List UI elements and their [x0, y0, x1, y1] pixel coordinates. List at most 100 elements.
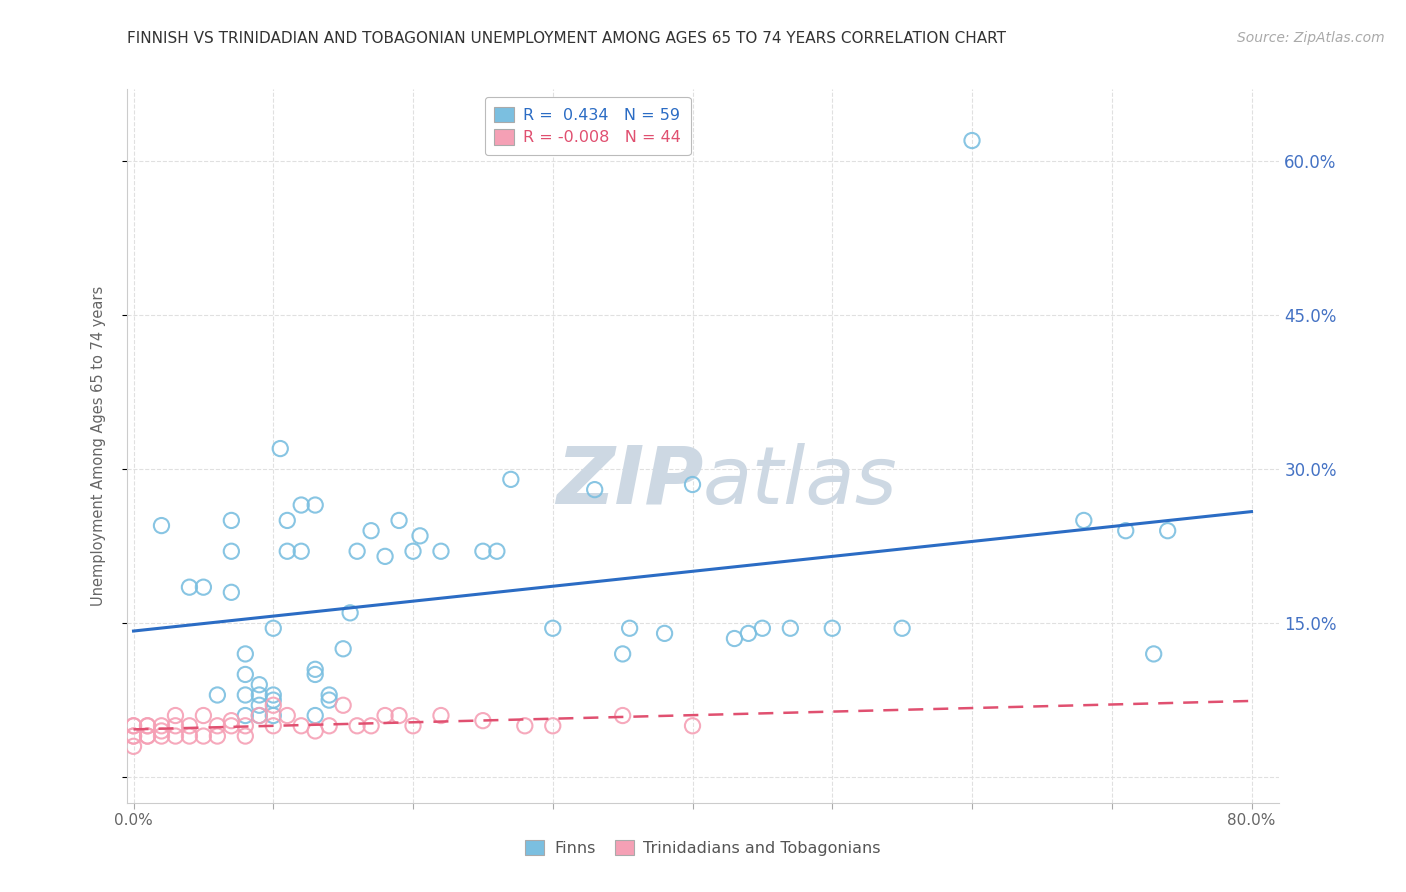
Point [276, 544, 298, 558]
Point [262, 719, 284, 733]
Point [207, 719, 229, 733]
Point [388, 513, 411, 527]
Point [233, 647, 256, 661]
Point [233, 729, 256, 743]
Point [304, 667, 326, 681]
Point [682, 719, 704, 733]
Point [682, 477, 704, 491]
Text: FINNISH VS TRINIDADIAN AND TOBAGONIAN UNEMPLOYMENT AMONG AGES 65 TO 74 YEARS COR: FINNISH VS TRINIDADIAN AND TOBAGONIAN UN… [127, 31, 1005, 46]
Point [262, 693, 284, 707]
Point [221, 513, 243, 527]
Text: atlas: atlas [703, 442, 898, 521]
Point [541, 719, 564, 733]
Text: Source: ZipAtlas.com: Source: ZipAtlas.com [1237, 31, 1385, 45]
Point [179, 580, 201, 594]
Point [821, 621, 844, 635]
Point [304, 662, 326, 676]
Point [122, 729, 145, 743]
Point [122, 729, 145, 743]
Point [430, 708, 453, 723]
Point [233, 708, 256, 723]
Point [122, 719, 145, 733]
Point [960, 134, 983, 148]
Point [247, 678, 270, 692]
Point [723, 632, 745, 646]
Point [654, 626, 676, 640]
Point [1143, 647, 1166, 661]
Point [290, 544, 312, 558]
Point [1156, 524, 1178, 538]
Point [1073, 513, 1095, 527]
Point [136, 729, 159, 743]
Point [276, 708, 298, 723]
Point [165, 729, 187, 743]
Point [499, 472, 522, 486]
Point [122, 719, 145, 733]
Point [150, 729, 173, 743]
Point [430, 544, 453, 558]
Point [541, 621, 564, 635]
Point [737, 626, 759, 640]
Text: ZIP: ZIP [555, 442, 703, 521]
Point [193, 580, 215, 594]
Point [150, 719, 173, 733]
Point [193, 708, 215, 723]
Point [207, 688, 229, 702]
Point [262, 708, 284, 723]
Point [233, 688, 256, 702]
Y-axis label: Unemployment Among Ages 65 to 74 years: Unemployment Among Ages 65 to 74 years [91, 285, 105, 607]
Point [332, 698, 354, 713]
Point [388, 708, 411, 723]
Point [150, 518, 173, 533]
Point [612, 708, 634, 723]
Point [221, 714, 243, 728]
Point [304, 723, 326, 738]
Point [276, 513, 298, 527]
Point [402, 719, 425, 733]
Point [247, 708, 270, 723]
Point [221, 719, 243, 733]
Point [136, 719, 159, 733]
Point [360, 719, 382, 733]
Point [513, 719, 536, 733]
Point [619, 621, 641, 635]
Point [233, 719, 256, 733]
Point [318, 693, 340, 707]
Point [409, 529, 432, 543]
Point [165, 708, 187, 723]
Point [346, 719, 368, 733]
Point [262, 698, 284, 713]
Point [262, 621, 284, 635]
Point [304, 708, 326, 723]
Point [136, 729, 159, 743]
Point [402, 544, 425, 558]
Point [193, 729, 215, 743]
Point [1115, 524, 1137, 538]
Point [583, 483, 606, 497]
Point [612, 647, 634, 661]
Point [247, 688, 270, 702]
Point [247, 698, 270, 713]
Point [304, 498, 326, 512]
Legend: Finns, Trinidadians and Tobagonians: Finns, Trinidadians and Tobagonians [519, 834, 887, 863]
Point [339, 606, 361, 620]
Point [221, 544, 243, 558]
Point [318, 719, 340, 733]
Point [318, 688, 340, 702]
Point [290, 719, 312, 733]
Point [374, 549, 396, 564]
Point [179, 729, 201, 743]
Point [247, 708, 270, 723]
Point [150, 723, 173, 738]
Point [136, 719, 159, 733]
Point [891, 621, 914, 635]
Point [269, 442, 291, 456]
Point [122, 739, 145, 754]
Point [332, 641, 354, 656]
Point [165, 719, 187, 733]
Point [374, 708, 396, 723]
Point [179, 719, 201, 733]
Point [471, 544, 494, 558]
Point [485, 544, 508, 558]
Point [262, 688, 284, 702]
